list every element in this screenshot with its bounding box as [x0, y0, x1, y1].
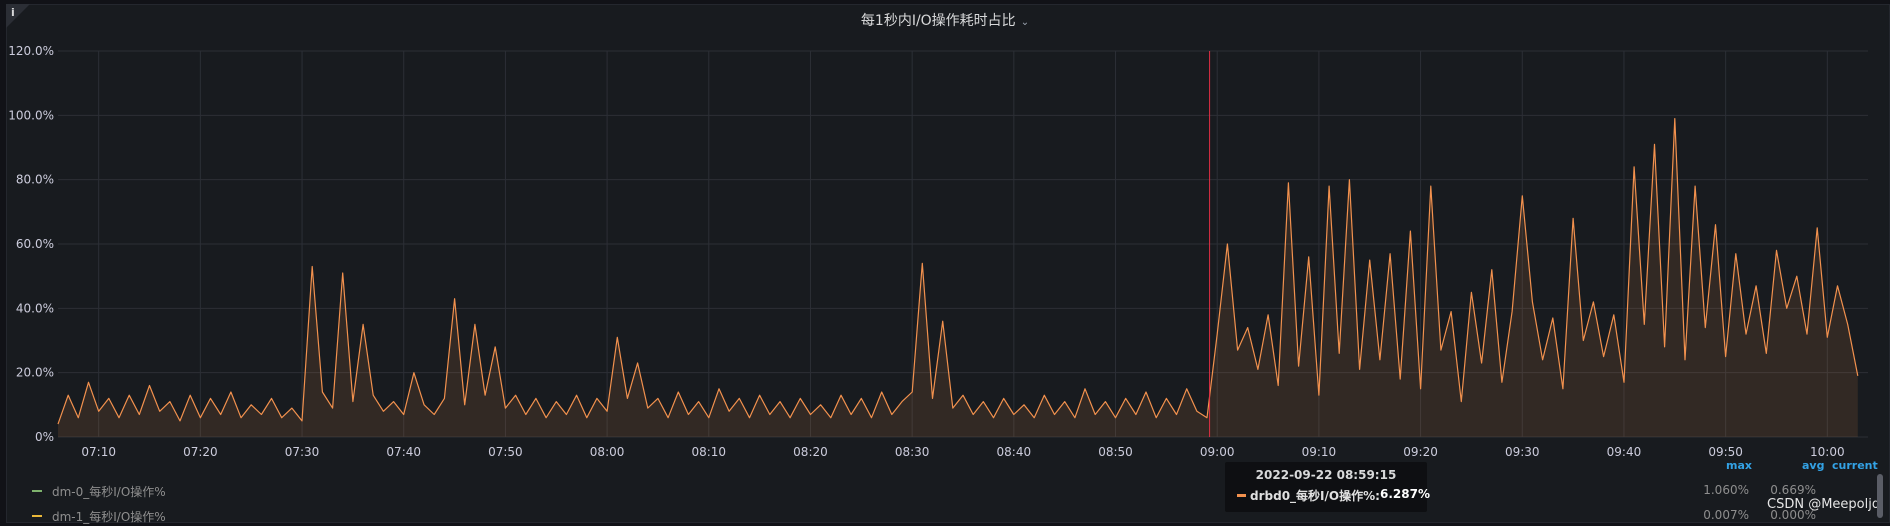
x-tick-label: 07:20: [183, 445, 218, 459]
y-tick-label: 60.0%: [16, 237, 54, 251]
x-tick-label: 07:10: [81, 445, 116, 459]
watermark: CSDN @Meepoljd: [1767, 497, 1881, 512]
legend-header-avg[interactable]: avg: [1802, 459, 1825, 472]
legend-item[interactable]: dm-1_每秒I/O操作% 0.007% 0.000%: [30, 506, 1880, 526]
y-tick-label: 80.0%: [16, 173, 54, 187]
legend-item[interactable]: dm-0_每秒I/O操作% 1.060% 0.669%: [30, 481, 1880, 501]
tooltip-series-value: 6.287%: [1380, 487, 1430, 501]
tooltip-series-name: drbd0_每秒I/O操作%:: [1250, 489, 1380, 503]
x-tick-label: 08:30: [895, 445, 930, 459]
x-tick-label: 08:10: [691, 445, 726, 459]
chevron-down-icon[interactable]: ⌄: [1020, 17, 1030, 28]
y-tick-label: 120.0%: [8, 44, 54, 58]
y-tick-label: 20.0%: [16, 366, 54, 380]
x-tick-label: 09:10: [1302, 445, 1337, 459]
x-tick-label: 08:40: [997, 445, 1032, 459]
legend-scrollbar[interactable]: [1877, 474, 1883, 518]
x-tick-label: 09:50: [1708, 445, 1743, 459]
x-tick-label: 09:20: [1403, 445, 1438, 459]
series-area: [58, 118, 1858, 437]
legend-avg-value: 0.000%: [1770, 508, 1816, 522]
x-tick-label: 08:00: [590, 445, 625, 459]
legend-max-value: 0.007%: [1703, 508, 1749, 522]
x-tick-label: 10:00: [1810, 445, 1845, 459]
x-tick-label: 09:00: [1200, 445, 1235, 459]
tooltip-time: 2022-09-22 08:59:15: [1255, 468, 1397, 482]
chart-series: [57, 118, 1859, 437]
hover-tooltip: 2022-09-22 08:59:15 drbd0_每秒I/O操作%: 6.28…: [1225, 462, 1430, 512]
chart-grid: [58, 50, 1868, 438]
x-tick-label: 08:20: [793, 445, 828, 459]
x-tick-label: 08:50: [1098, 445, 1133, 459]
x-axis-ticks: 07:10 07:20 07:30 07:40 07:50 08:00 08:10 08:20…: [81, 445, 1844, 459]
y-tick-label: 0%: [35, 430, 54, 444]
legend-series-name[interactable]: dm-1_每秒I/O操作%: [52, 510, 166, 524]
panel-title-text[interactable]: 每1秒内I/O操作耗时占比: [860, 13, 1016, 29]
series-line: [57, 118, 1859, 425]
x-tick-label: 07:30: [285, 445, 320, 459]
x-tick-label: 09:40: [1607, 445, 1642, 459]
legend-max-value: 1.060%: [1703, 483, 1749, 497]
y-tick-label: 100.0%: [8, 108, 54, 122]
legend-series-name[interactable]: dm-0_每秒I/O操作%: [52, 485, 166, 499]
x-tick-label: 07:40: [386, 445, 421, 459]
info-icon[interactable]: i: [11, 6, 15, 19]
panel-title[interactable]: 每1秒内I/O操作耗时占比 ⌄: [0, 10, 1890, 30]
x-tick-label: 07:50: [488, 445, 523, 459]
y-axis-ticks: 0% 20.0% 40.0% 60.0% 80.0% 100.0% 120.0%: [8, 44, 54, 444]
x-tick-label: 09:30: [1505, 445, 1540, 459]
legend-swatch: [32, 515, 42, 517]
legend-avg-value: 0.669%: [1770, 483, 1816, 497]
legend-header-max[interactable]: max: [1726, 459, 1752, 472]
y-tick-label: 40.0%: [16, 301, 54, 315]
legend-swatch: [32, 490, 42, 492]
panel-info-corner[interactable]: [6, 4, 30, 28]
legend-header-current[interactable]: current: [1832, 459, 1878, 472]
tooltip-series-swatch: [1237, 494, 1246, 497]
